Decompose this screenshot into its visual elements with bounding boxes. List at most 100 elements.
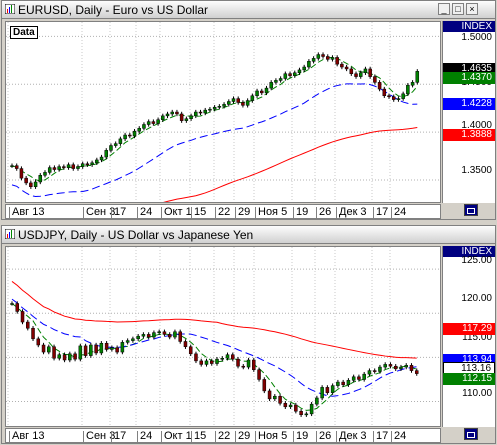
candle-body — [208, 108, 212, 111]
candle-body — [151, 121, 156, 124]
date-separator — [161, 207, 162, 218]
usdjpy-price-scale[interactable]: INDEX 125.00 120.00 115.00 110.00 117.29… — [442, 246, 495, 427]
usdjpy-candles — [6, 247, 440, 426]
eurusd-title-bar[interactable]: EURUSD, Daily - Euro vs US Dollar _ □ × — [2, 1, 495, 19]
date-separator — [161, 431, 162, 442]
candle-body — [410, 82, 415, 86]
candle-body — [66, 164, 71, 168]
candle-body — [273, 395, 277, 400]
candle-body — [241, 102, 245, 106]
price-tick: 1.4000 — [461, 120, 492, 131]
candle-body — [204, 360, 209, 365]
candle-body — [194, 353, 198, 362]
date-separator — [215, 207, 216, 218]
eurusd-price-scale[interactable]: INDEX 1.5000 1.4500 1.4000 1.3500 1.4635… — [442, 21, 495, 203]
candle-body — [236, 358, 240, 367]
candle-body — [57, 166, 61, 170]
candle-body — [209, 360, 214, 364]
eurusd-date-axis[interactable]: Авг 13 Сен 3 17 24 Окт 1 15 22 29 Ноя 5 19 26 Дек 3… — [5, 204, 441, 219]
date-label: Окт 1 — [164, 206, 192, 218]
candle-body — [128, 134, 132, 137]
date-separator — [391, 207, 392, 218]
candle-body — [225, 354, 230, 359]
candle-body — [404, 365, 408, 368]
date-label: 19 — [296, 206, 309, 218]
candle-body — [340, 63, 344, 68]
moving-average-line — [11, 298, 417, 397]
date-separator — [336, 207, 337, 218]
date-separator — [235, 431, 236, 442]
candle-body — [179, 113, 184, 121]
candle-body — [388, 364, 393, 367]
candle-body — [157, 331, 161, 334]
candle-body — [94, 344, 98, 354]
candle-body — [264, 87, 269, 94]
date-separator — [255, 207, 256, 218]
candle-body — [178, 331, 182, 342]
price-tick: 115.00 — [462, 332, 492, 343]
candle-body — [165, 113, 170, 117]
candle-body — [131, 338, 135, 341]
candle-body — [73, 353, 77, 360]
usdjpy-chart-window: USDJPY, Daily - US Dollar vs Japanese Ye… — [1, 225, 496, 444]
candle-body — [255, 90, 259, 97]
candle-body — [222, 104, 226, 107]
candle-body — [252, 359, 256, 370]
date-separator — [191, 207, 192, 218]
date-separator — [111, 431, 112, 442]
maximize-button[interactable]: □ — [452, 3, 464, 15]
candle-body — [288, 73, 292, 76]
scale-toggle-button[interactable] — [464, 428, 478, 440]
candle-body — [297, 69, 302, 74]
date-label: Сен 3 — [86, 206, 116, 218]
candle-body — [152, 332, 156, 338]
candle-body — [283, 73, 288, 79]
moving-average-line — [11, 281, 417, 359]
date-label: Авг 13 — [12, 430, 45, 442]
candle-body — [123, 134, 127, 140]
candle-body — [231, 98, 236, 102]
candle-body — [335, 57, 339, 65]
candle-body — [99, 342, 104, 354]
candle-body — [52, 346, 56, 359]
minimize-button[interactable]: _ — [438, 3, 450, 15]
date-label: 26 — [319, 430, 332, 442]
close-button[interactable]: × — [466, 3, 478, 15]
candle-body — [250, 95, 255, 101]
usdjpy-window-title: USDJPY, Daily - US Dollar vs Japanese Ye… — [18, 228, 254, 242]
candle-body — [162, 331, 167, 335]
date-separator — [373, 431, 374, 442]
candle-body — [283, 403, 288, 408]
candle-body — [278, 78, 283, 81]
candle-body — [146, 334, 151, 338]
usdjpy-title-bar[interactable]: USDJPY, Daily - US Dollar vs Japanese Ye… — [2, 226, 495, 244]
date-separator — [9, 431, 10, 442]
candle-body — [293, 72, 297, 76]
candle-body — [80, 163, 85, 167]
date-separator — [373, 207, 374, 218]
candle-body — [231, 354, 235, 360]
date-separator — [255, 431, 256, 442]
date-label: 22 — [218, 430, 231, 442]
candle-body — [406, 84, 410, 95]
candle-body — [137, 128, 141, 132]
candle-body — [309, 403, 314, 415]
candle-body — [24, 177, 28, 184]
candle-body — [321, 54, 325, 57]
ma-slow-tag: 1.3888 — [443, 129, 495, 141]
candle-body — [57, 354, 62, 359]
usdjpy-plot-area[interactable] — [5, 246, 441, 427]
date-separator — [83, 431, 84, 442]
eurusd-plot-area[interactable]: Data — [5, 21, 441, 203]
candle-body — [31, 327, 35, 340]
candle-body — [399, 366, 403, 370]
date-label: Окт 1 — [164, 430, 192, 442]
date-separator — [83, 207, 84, 218]
usdjpy-date-axis[interactable]: Авг 13 Сен 3 17 24 Окт 1 15 22 29 Ноя 5 19 26 Дек 3… — [5, 428, 441, 443]
candle-body — [320, 387, 324, 399]
candle-body — [341, 381, 345, 385]
date-label: Дек 3 — [339, 430, 367, 442]
scale-toggle-button[interactable] — [464, 204, 478, 216]
candle-body — [346, 380, 351, 385]
candle-body — [383, 364, 387, 368]
